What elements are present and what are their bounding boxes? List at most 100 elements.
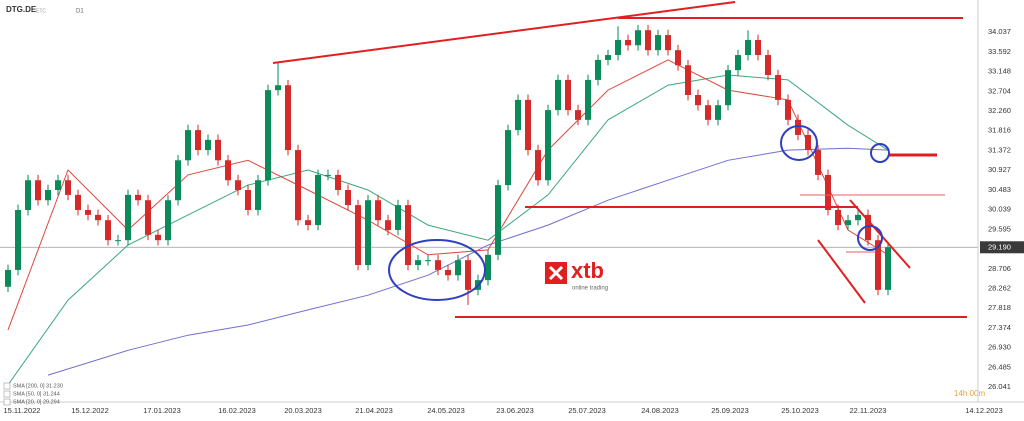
sma-line [47, 147, 889, 376]
y-tick-label: 33.148 [988, 67, 1011, 76]
candle-body [775, 75, 781, 100]
candle-body [25, 180, 31, 210]
candle-body [615, 39, 621, 56]
candle-body [335, 174, 341, 191]
candle-body [345, 190, 351, 206]
candle-body [155, 234, 161, 241]
candle-body [885, 247, 891, 290]
candle-body [15, 209, 21, 270]
candle-body [705, 105, 711, 120]
candle-body [255, 180, 261, 210]
x-tick-label: 14.12.2023 [965, 406, 1003, 415]
candle-body [145, 200, 151, 235]
x-tick-label: 16.02.2023 [218, 406, 256, 415]
candle-body [515, 99, 521, 131]
highlight-ellipse [388, 239, 486, 301]
candle-body [165, 200, 171, 241]
candle-body [365, 200, 371, 266]
current-price-label: 29.190 [988, 242, 1011, 251]
current-price-box [980, 241, 1024, 254]
candle-body [175, 160, 181, 201]
candle-body [595, 59, 601, 80]
legend-entry: SMA [20, 0] 29.294 [13, 399, 60, 405]
candle-body [355, 205, 361, 266]
candle-body [635, 30, 641, 46]
highlight-circle [857, 225, 883, 251]
candle-body [295, 150, 301, 221]
x-tick-label: 20.03.2023 [284, 406, 322, 415]
candle-body [265, 90, 271, 181]
x-tick-label: 23.06.2023 [496, 406, 534, 415]
candle-body [105, 220, 111, 241]
candle-body [685, 65, 691, 96]
candle-body [45, 190, 51, 201]
y-tick-label: 26.485 [988, 362, 1011, 371]
candle-body [465, 260, 471, 290]
candle-body [235, 180, 241, 191]
legend-icon [3, 390, 11, 398]
y-tick-label: 26.041 [988, 382, 1011, 391]
x-tick-label: 25.07.2023 [568, 406, 606, 415]
candle-body [225, 160, 231, 181]
candle-body [735, 55, 741, 71]
sma-line [7, 59, 889, 331]
candle-body [565, 79, 571, 111]
y-tick-label: 30.483 [988, 185, 1011, 194]
x-tick-label: 24.08.2023 [641, 406, 679, 415]
legend-icon [3, 398, 11, 406]
y-tick-label: 33.592 [988, 47, 1011, 56]
logo-text: xtb [571, 258, 604, 283]
channel-line [817, 239, 866, 304]
candle-body [715, 105, 721, 120]
candle-body [75, 194, 81, 210]
x-tick-label: 15.11.2022 [4, 406, 41, 415]
candle-body [185, 130, 191, 161]
x-tick-label: 25.10.2023 [781, 406, 819, 415]
y-tick-label: 31.372 [988, 145, 1011, 154]
highlight-ellipse [780, 125, 818, 161]
candle-body [395, 205, 401, 230]
legend-entry: SMA [200, 0] 31.230 [13, 383, 63, 389]
candle-body [65, 180, 71, 195]
candle-body [5, 269, 11, 287]
candle-body [785, 99, 791, 120]
candle-body [215, 139, 221, 161]
candle-body [815, 150, 821, 175]
candle-body [745, 39, 751, 56]
candle-body [725, 70, 731, 106]
candle-body [485, 254, 491, 281]
candle-body [305, 220, 311, 226]
y-tick-label: 30.039 [988, 205, 1011, 214]
candle-body [865, 214, 871, 241]
candle-body [455, 260, 461, 276]
candle-body [315, 174, 321, 226]
candle-body [245, 190, 251, 210]
candle-body [505, 130, 511, 186]
y-tick-label: 32.260 [988, 106, 1011, 115]
candle-body [135, 194, 141, 201]
candle-body [835, 209, 841, 226]
x-tick-label: 25.09.2023 [711, 406, 749, 415]
candle-body [855, 214, 861, 221]
candle-body [435, 260, 441, 270]
logo-tagline: online trading [572, 286, 608, 292]
candle-body [645, 30, 651, 51]
y-tick-label: 27.374 [988, 323, 1011, 332]
countdown: 14h 00m [954, 389, 985, 398]
candle-body [375, 200, 381, 221]
y-tick-label: 27.818 [988, 303, 1011, 312]
candle-body [525, 99, 531, 151]
legend-icon [3, 382, 11, 390]
y-tick-label: 32.704 [988, 86, 1011, 95]
candle-body [405, 205, 411, 266]
candle-body [795, 119, 801, 135]
candle-body [285, 85, 291, 151]
x-tick-label: 15.12.2022 [71, 406, 109, 415]
y-tick-label: 26.930 [988, 343, 1011, 352]
candle-body [55, 180, 61, 191]
candle-body [585, 79, 591, 120]
candle-body [195, 130, 201, 151]
y-tick-label: 31.816 [988, 126, 1011, 135]
candle-body [875, 240, 881, 290]
y-tick-label: 28.706 [988, 264, 1011, 273]
